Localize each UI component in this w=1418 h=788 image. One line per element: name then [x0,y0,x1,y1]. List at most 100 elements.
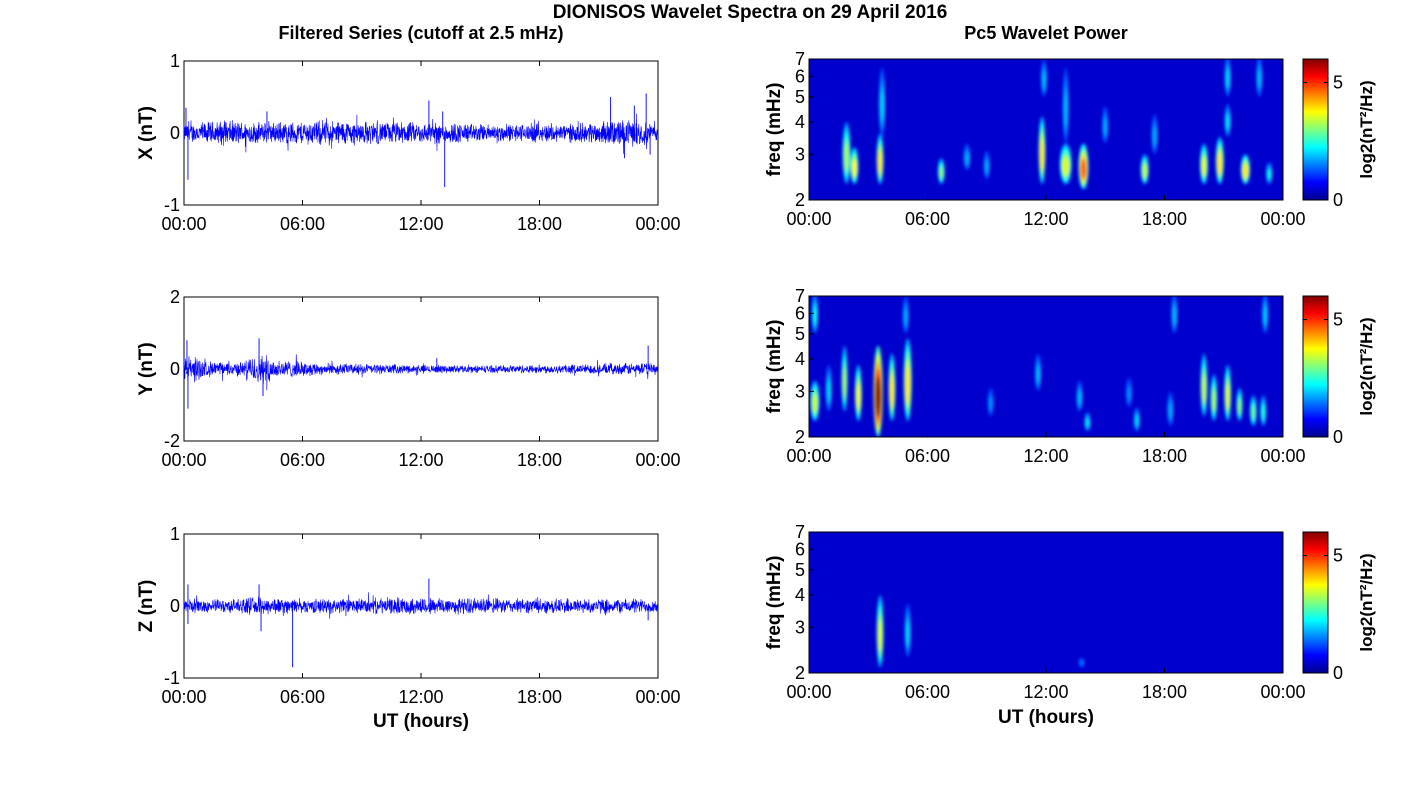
y-axis-label: freq (mHz) [764,556,785,650]
y-tick-label: 6 [795,303,805,323]
y-tick-label: 7 [795,286,805,306]
left-column-title: Filtered Series (cutoff at 2.5 mHz) [278,23,563,43]
heatmap-features [842,59,1273,190]
power-feature [877,619,883,652]
power-feature [1237,399,1242,414]
power-feature [1062,157,1070,176]
y-tick-label: 3 [795,381,805,401]
colorbar-tick-label: 5 [1333,73,1343,93]
y-tick-label: 4 [795,349,805,369]
power-feature [1172,306,1177,325]
power-feature [1267,169,1272,180]
power-feature [1063,93,1068,127]
left-xlabel: UT (hours) [373,711,469,732]
line-panel-3: 10-100:00 06:00 12:00 18:00 00:00Z (nT) [136,524,681,707]
y-tick-label: -1 [164,195,180,215]
colorbar-tick-label: 0 [1333,190,1343,210]
y-tick-label: 4 [795,112,805,132]
x-tick-label: 06:00 [280,214,325,234]
y-tick-label: 2 [170,287,180,307]
line-panel-1: 10-100:00 06:00 12:00 18:00 00:00X (nT) [136,51,681,234]
colorbar-tick-label: 0 [1333,663,1343,683]
power-feature [1036,366,1041,384]
y-tick-label: 5 [795,87,805,107]
power-feature [1251,405,1256,420]
x-tick-label: 18:00 [517,214,562,234]
series-trace [183,353,659,391]
colorbar-tick-label: 0 [1333,427,1343,447]
panels: 10-100:00 06:00 12:00 18:00 00:00X (nT)23456… [136,49,1376,707]
y-tick-label: 5 [795,324,805,344]
power-feature [812,306,817,325]
x-tick-label: 06:00 [280,687,325,707]
y-axis-label: Y (nT) [136,342,157,395]
y-axis-label: X (nT) [136,106,157,160]
power-feature [877,150,883,174]
power-feature [856,383,861,409]
power-feature [842,368,847,398]
y-tick-label: 2 [795,190,805,210]
power-feature [880,91,885,122]
y-tick-label: 6 [795,66,805,86]
y-tick-label: 3 [795,144,805,164]
heatmap-background [809,532,1283,673]
colorbar-label: log2(nT²/Hz) [1357,553,1376,651]
x-tick-label: 06:00 [280,450,325,470]
power-feature [988,397,993,411]
x-tick-label: 12:00 [398,214,443,234]
power-feature [852,159,857,177]
colorbar [1302,531,1329,674]
colorbar [1302,58,1329,201]
power-feature [1126,387,1131,401]
power-feature [939,167,944,179]
y-axis-label: Z (nT) [136,580,157,633]
power-feature [889,376,895,407]
colorbar [1302,295,1329,438]
x-tick-label: 00:00 [161,687,206,707]
x-tick-label: 18:00 [1142,446,1187,466]
power-feature [1201,374,1207,403]
power-feature [1103,118,1108,136]
x-tick-label: 12:00 [1023,682,1068,702]
x-tick-label: 12:00 [1023,209,1068,229]
y-tick-label: 2 [795,427,805,447]
series-trace [183,113,659,154]
colorbar-tick-label: 5 [1333,310,1343,330]
power-feature [1168,403,1173,419]
x-tick-label: 12:00 [1023,446,1068,466]
power-feature [1225,115,1230,130]
power-feature [1042,71,1046,89]
y-tick-label: -1 [164,668,180,688]
power-feature [1152,127,1157,146]
power-feature [1134,415,1139,427]
power-feature [903,308,908,326]
colorbar-label: log2(nT²/Hz) [1357,80,1376,178]
x-tick-label: 06:00 [905,209,950,229]
power-feature [984,160,989,174]
power-feature [875,376,881,417]
y-axis-label: freq (mHz) [764,83,785,177]
power-feature [905,621,910,646]
x-tick-label: 18:00 [1142,209,1187,229]
power-feature [1225,69,1230,88]
x-tick-label: 00:00 [786,446,831,466]
x-tick-label: 00:00 [786,682,831,702]
x-tick-label: 18:00 [517,450,562,470]
x-tick-label: 00:00 [635,450,680,470]
y-axis-label: freq (mHz) [764,320,785,414]
power-feature [826,380,831,402]
series-trace [183,592,659,619]
x-tick-label: 00:00 [1260,209,1305,229]
right-column-title: Pc5 Wavelet Power [964,23,1127,43]
power-feature [1225,383,1230,409]
right-xlabel: UT (hours) [998,707,1094,728]
power-feature [1085,418,1090,428]
colorbar-label: log2(nT²/Hz) [1357,317,1376,415]
power-feature [964,152,970,165]
heatmap-features [810,296,1269,437]
x-tick-label: 00:00 [161,214,206,234]
x-tick-label: 00:00 [1260,446,1305,466]
power-feature [844,143,849,171]
